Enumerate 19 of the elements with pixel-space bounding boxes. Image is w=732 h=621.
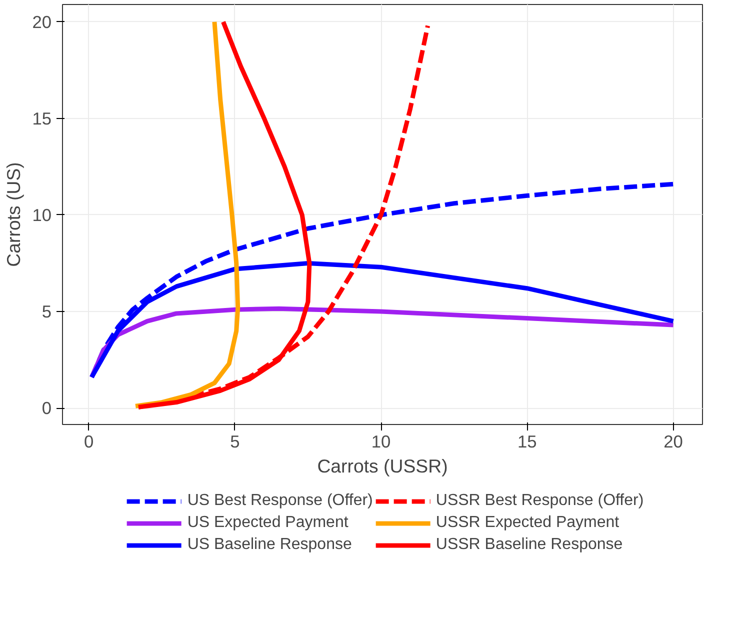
x-tick-label: 15 <box>518 432 537 452</box>
y-axis-title: Carrots (US) <box>3 162 24 267</box>
x-tick-label: 20 <box>664 432 683 452</box>
y-tick-label: 10 <box>32 204 52 225</box>
x-tick-label: 10 <box>371 432 391 452</box>
x-axis-title: Carrots (USSR) <box>317 456 448 476</box>
y-tick-label: 20 <box>32 12 52 32</box>
legend-label: US Expected Payment <box>187 514 348 532</box>
x-tick-label: 5 <box>230 432 240 452</box>
x-tick-label: 0 <box>84 432 94 452</box>
y-tick-label: 15 <box>32 108 52 128</box>
y-tick-label: 5 <box>42 302 52 322</box>
legend-label: USSR Baseline Response <box>436 536 623 554</box>
legend-label: USSR Best Response (Offer) <box>436 492 644 510</box>
y-tick-label: 0 <box>42 398 52 418</box>
legend-label: US Best Response (Offer) <box>187 492 373 510</box>
legend-label: USSR Expected Payment <box>436 514 620 532</box>
legend-label: US Baseline Response <box>187 536 352 554</box>
line-series <box>133 20 240 408</box>
